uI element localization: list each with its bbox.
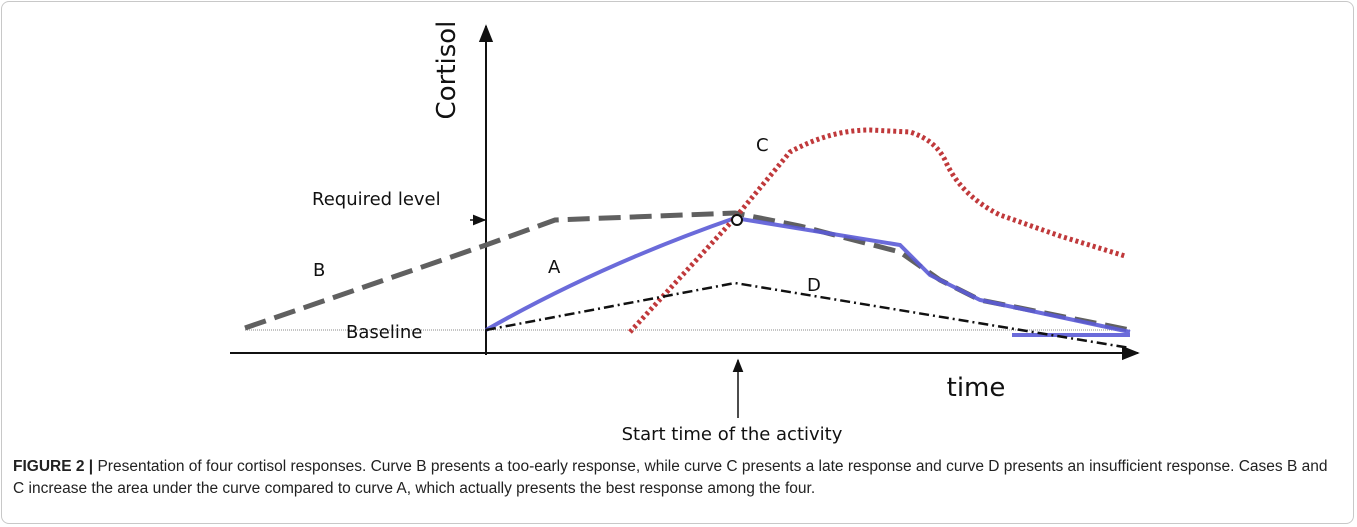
y-axis-label: Cortisol <box>432 21 462 120</box>
peak-point <box>731 214 743 226</box>
curve-d <box>485 281 1131 350</box>
caption: FIGURE 2 | Presentation of four cortisol… <box>13 456 1338 500</box>
caption-label: FIGURE 2 | <box>13 458 94 475</box>
curve-b <box>244 210 1131 333</box>
required-label: Required level <box>312 189 441 210</box>
curve-label: B <box>313 260 325 281</box>
diagram: Cortisol time Required level Baseline St… <box>230 21 1140 445</box>
start-label: Start time of the activity <box>622 424 843 445</box>
baseline-label: Baseline <box>346 322 422 343</box>
curve-c <box>628 127 1126 334</box>
curve-a <box>485 215 1131 337</box>
caption-text: Presentation of four cortisol responses.… <box>13 458 1328 497</box>
x-axis-label: time <box>947 373 1006 403</box>
curve-label: A <box>548 257 561 278</box>
curve-label: C <box>756 135 769 156</box>
curve-label: D <box>807 275 821 296</box>
